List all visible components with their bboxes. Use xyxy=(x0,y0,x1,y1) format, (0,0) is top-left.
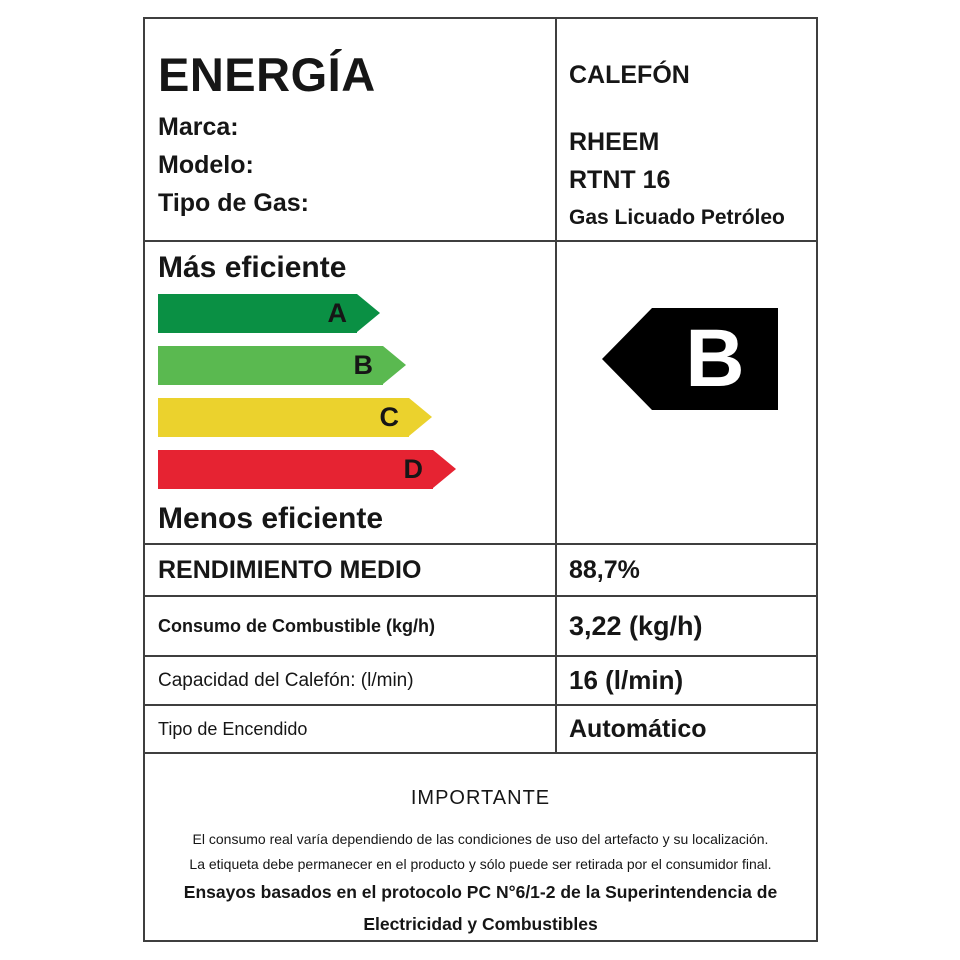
gas-type-label: Tipo de Gas: xyxy=(158,189,309,217)
gas-type-value: Gas Licuado Petróleo xyxy=(569,206,785,229)
consumo-label: Consumo de Combustible (kg/h) xyxy=(158,615,435,636)
encendido-label: Tipo de Encendido xyxy=(158,718,308,739)
grade-arrow-d-tip-icon xyxy=(433,450,456,488)
capacidad-label: Capacidad del Calefón: (l/min) xyxy=(158,669,414,691)
spec-value-cell: 16 (l/min) xyxy=(555,657,816,704)
grade-letter-a: A xyxy=(327,298,348,328)
spec-value-cell: 88,7% xyxy=(555,545,816,595)
grade-arrow-b-tip-icon xyxy=(383,346,406,384)
brand-value: RHEEM xyxy=(569,128,660,156)
header-section: ENERGÍA Marca: Modelo: Tipo de Gas: CALE… xyxy=(145,19,816,240)
capacidad-value: 16 (l/min) xyxy=(569,665,684,695)
brand-label: Marca: xyxy=(158,113,239,141)
grade-letter-b: B xyxy=(353,350,374,380)
spec-label-cell: Capacidad del Calefón: (l/min) xyxy=(145,657,555,704)
page-title: ENERGÍA xyxy=(158,48,376,101)
footer-note-2: La etiqueta debe permanecer en el produc… xyxy=(189,856,772,872)
model-label: Modelo: xyxy=(158,151,254,179)
footer-section: IMPORTANTE El consumo real varía dependi… xyxy=(145,752,816,940)
grade-arrow-b-body: B xyxy=(158,346,383,385)
spec-row-encendido: Tipo de Encendido Automático xyxy=(145,704,816,752)
spec-label-cell: Tipo de Encendido xyxy=(145,706,555,752)
spec-row-rendimiento: RENDIMIENTO MEDIO 88,7% xyxy=(145,543,816,595)
header-left: ENERGÍA Marca: Modelo: Tipo de Gas: xyxy=(145,19,555,240)
grade-arrow-d: D xyxy=(158,450,555,489)
rating-arrow-tip-icon xyxy=(602,308,652,410)
grade-arrow-c-body: C xyxy=(158,398,409,437)
spec-row-consumo: Consumo de Combustible (kg/h) 3,22 (kg/h… xyxy=(145,595,816,655)
grade-arrow-a-tip-icon xyxy=(357,294,380,332)
footer-protocol-line-2: Electricidad y Combustibles xyxy=(363,914,598,934)
grade-arrow-c-tip-icon xyxy=(409,398,432,436)
less-efficient-label: Menos eficiente xyxy=(158,502,384,535)
footer-protocol-line-1: Ensayos basados en el protocolo PC N°6/1… xyxy=(183,882,778,902)
consumo-value: 3,22 (kg/h) xyxy=(569,610,703,641)
importante-title: IMPORTANTE xyxy=(410,787,551,809)
product-category: CALEFÓN xyxy=(569,61,690,89)
footer-note-1: El consumo real varía dependiendo de las… xyxy=(192,831,769,847)
rendimiento-value: 88,7% xyxy=(569,555,640,584)
grade-arrows: A B C D xyxy=(158,294,555,489)
spec-label-cell: Consumo de Combustible (kg/h) xyxy=(145,597,555,655)
spec-row-capacidad: Capacidad del Calefón: (l/min) 16 (l/min… xyxy=(145,655,816,704)
efficiency-scale-section: Más eficiente A B C xyxy=(145,240,816,543)
rating-arrow: B xyxy=(602,308,778,410)
rating-arrow-body: B xyxy=(652,308,778,410)
model-value: RTNT 16 xyxy=(569,166,671,194)
rating-column: B xyxy=(555,242,816,543)
spec-value-cell: 3,22 (kg/h) xyxy=(555,597,816,655)
rating-letter: B xyxy=(685,313,745,404)
header-right: CALEFÓN RHEEM RTNT 16 Gas Licuado Petról… xyxy=(555,19,816,240)
rendimiento-label: RENDIMIENTO MEDIO xyxy=(158,555,422,584)
grade-letter-d: D xyxy=(403,454,424,484)
encendido-value: Automático xyxy=(569,714,707,743)
grade-arrow-c: C xyxy=(158,398,555,437)
grade-arrow-a-body: A xyxy=(158,294,357,333)
efficiency-arrows: Más eficiente A B C xyxy=(145,242,555,543)
more-efficient-label: Más eficiente xyxy=(158,251,347,284)
grade-arrow-a: A xyxy=(158,294,555,333)
spec-label-cell: RENDIMIENTO MEDIO xyxy=(145,545,555,595)
grade-letter-c: C xyxy=(379,402,400,432)
energy-label: ENERGÍA Marca: Modelo: Tipo de Gas: CALE… xyxy=(143,17,818,942)
grade-arrow-d-body: D xyxy=(158,450,433,489)
grade-arrow-b: B xyxy=(158,346,555,385)
spec-value-cell: Automático xyxy=(555,706,816,752)
